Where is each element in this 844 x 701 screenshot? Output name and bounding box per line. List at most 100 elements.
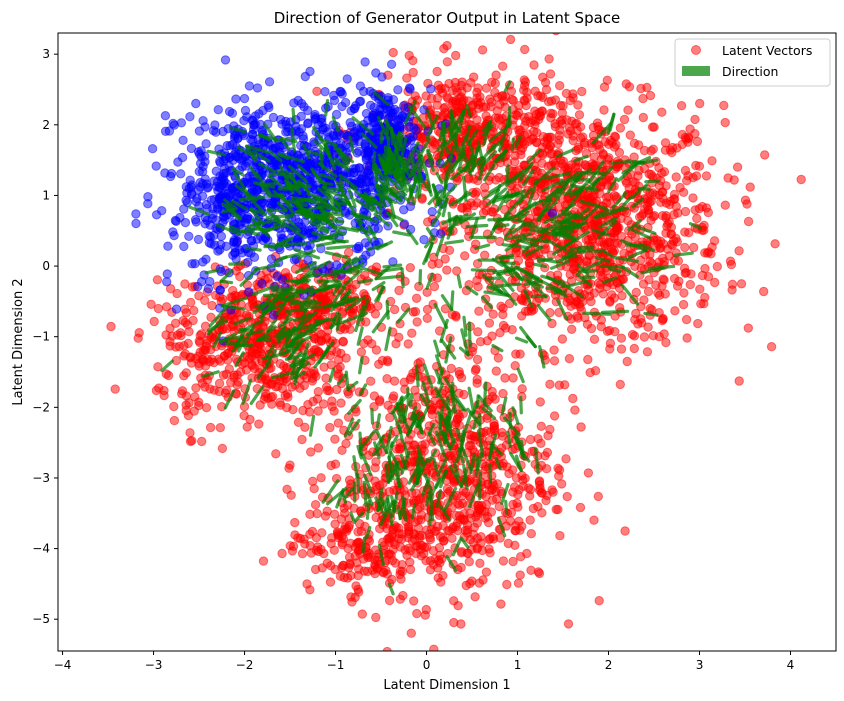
scatter-point: [365, 100, 376, 111]
scatter-point: [639, 295, 649, 305]
direction-arrow: [450, 290, 455, 311]
scatter-point: [452, 266, 462, 276]
scatter-point: [308, 476, 318, 486]
scatter-point: [209, 230, 219, 241]
scatter-point: [549, 411, 560, 421]
scatter-point: [695, 284, 705, 294]
scatter-point: [159, 390, 169, 401]
scatter-point: [215, 285, 225, 295]
scatter-point: [500, 373, 510, 383]
direction-arrow: [400, 267, 405, 289]
scatter-point: [472, 354, 483, 365]
scatter-point: [477, 505, 487, 515]
scatter-point: [374, 359, 384, 369]
scatter-point: [201, 403, 212, 413]
scatter-point: [412, 608, 422, 619]
scatter-point: [533, 434, 543, 444]
scatter-point: [679, 263, 690, 273]
scatter-point: [540, 77, 551, 88]
scatter-point: [449, 596, 459, 606]
scatter-point: [425, 556, 436, 566]
scatter-point: [366, 376, 376, 386]
scatter-point: [273, 381, 283, 391]
scatter-point: [508, 487, 518, 497]
scatter-point: [481, 205, 491, 216]
scatter-point: [293, 417, 304, 427]
scatter-point: [562, 491, 572, 502]
scatter-point: [200, 295, 210, 306]
scatter-point: [390, 558, 401, 568]
scatter-point: [584, 285, 594, 295]
scatter-point: [534, 111, 545, 121]
scatter-point: [160, 111, 171, 121]
scatter-point: [508, 499, 518, 510]
scatter-point: [554, 380, 564, 390]
scatter-point: [515, 570, 525, 580]
scatter-point: [312, 508, 322, 519]
direction-arrow: [265, 213, 294, 220]
scatter-point: [519, 85, 529, 95]
scatter-point: [271, 449, 281, 459]
scatter-point: [178, 135, 188, 146]
scatter-point: [643, 322, 653, 332]
scatter-point: [152, 275, 163, 285]
scatter-point: [344, 522, 354, 533]
scatter-point: [406, 628, 416, 638]
scatter-point: [201, 139, 211, 149]
scatter-point: [472, 93, 482, 103]
scatter-point: [176, 169, 186, 179]
scatter-point: [184, 398, 194, 408]
scatter-point: [325, 422, 335, 433]
scatter-point: [629, 331, 640, 341]
scatter-point: [712, 261, 722, 272]
scatter-point: [171, 304, 182, 314]
scatter-point: [179, 371, 189, 381]
scatter-point: [333, 369, 344, 379]
scatter-point: [496, 599, 506, 609]
scatter-point: [535, 483, 545, 494]
scatter-point: [343, 247, 354, 258]
scatter-point: [395, 444, 405, 454]
direction-arrow: [268, 172, 284, 177]
scatter-point: [657, 107, 667, 117]
scatter-point: [481, 567, 492, 577]
direction-arrow: [519, 395, 523, 415]
scatter-point: [342, 74, 352, 84]
direction-arrow: [488, 463, 493, 484]
scatter-point: [481, 102, 491, 112]
scatter-point: [377, 72, 387, 82]
scatter-point: [465, 534, 475, 545]
scatter-point: [743, 216, 754, 227]
scatter-point: [364, 450, 374, 460]
scatter-point: [197, 436, 207, 447]
scatter-point: [475, 558, 485, 568]
scatter-point: [629, 138, 640, 149]
scatter-point: [548, 487, 558, 497]
scatter-point: [649, 122, 659, 132]
scatter-point: [422, 313, 432, 323]
scatter-point: [407, 536, 417, 546]
scatter-point: [421, 604, 431, 615]
scatter-point: [692, 136, 703, 147]
scatter-point: [335, 571, 346, 581]
scatter-point: [685, 124, 695, 134]
scatter-point: [286, 490, 296, 500]
scatter-point: [459, 389, 469, 400]
direction-arrow: [370, 407, 375, 425]
scatter-point: [573, 100, 583, 110]
direction-arrow: [510, 137, 515, 151]
scatter-point: [625, 130, 635, 140]
scatter-point: [187, 259, 197, 269]
scatter-point: [616, 213, 626, 224]
scatter-point: [151, 385, 162, 396]
scatter-point: [469, 201, 479, 211]
scatter-point: [664, 251, 674, 261]
scatter-point: [680, 206, 691, 217]
scatter-point: [485, 548, 495, 558]
scatter-point: [493, 353, 503, 363]
direction-arrow: [576, 249, 602, 253]
scatter-point: [387, 111, 397, 121]
scatter-point: [553, 504, 563, 515]
scatter-point: [172, 288, 182, 299]
